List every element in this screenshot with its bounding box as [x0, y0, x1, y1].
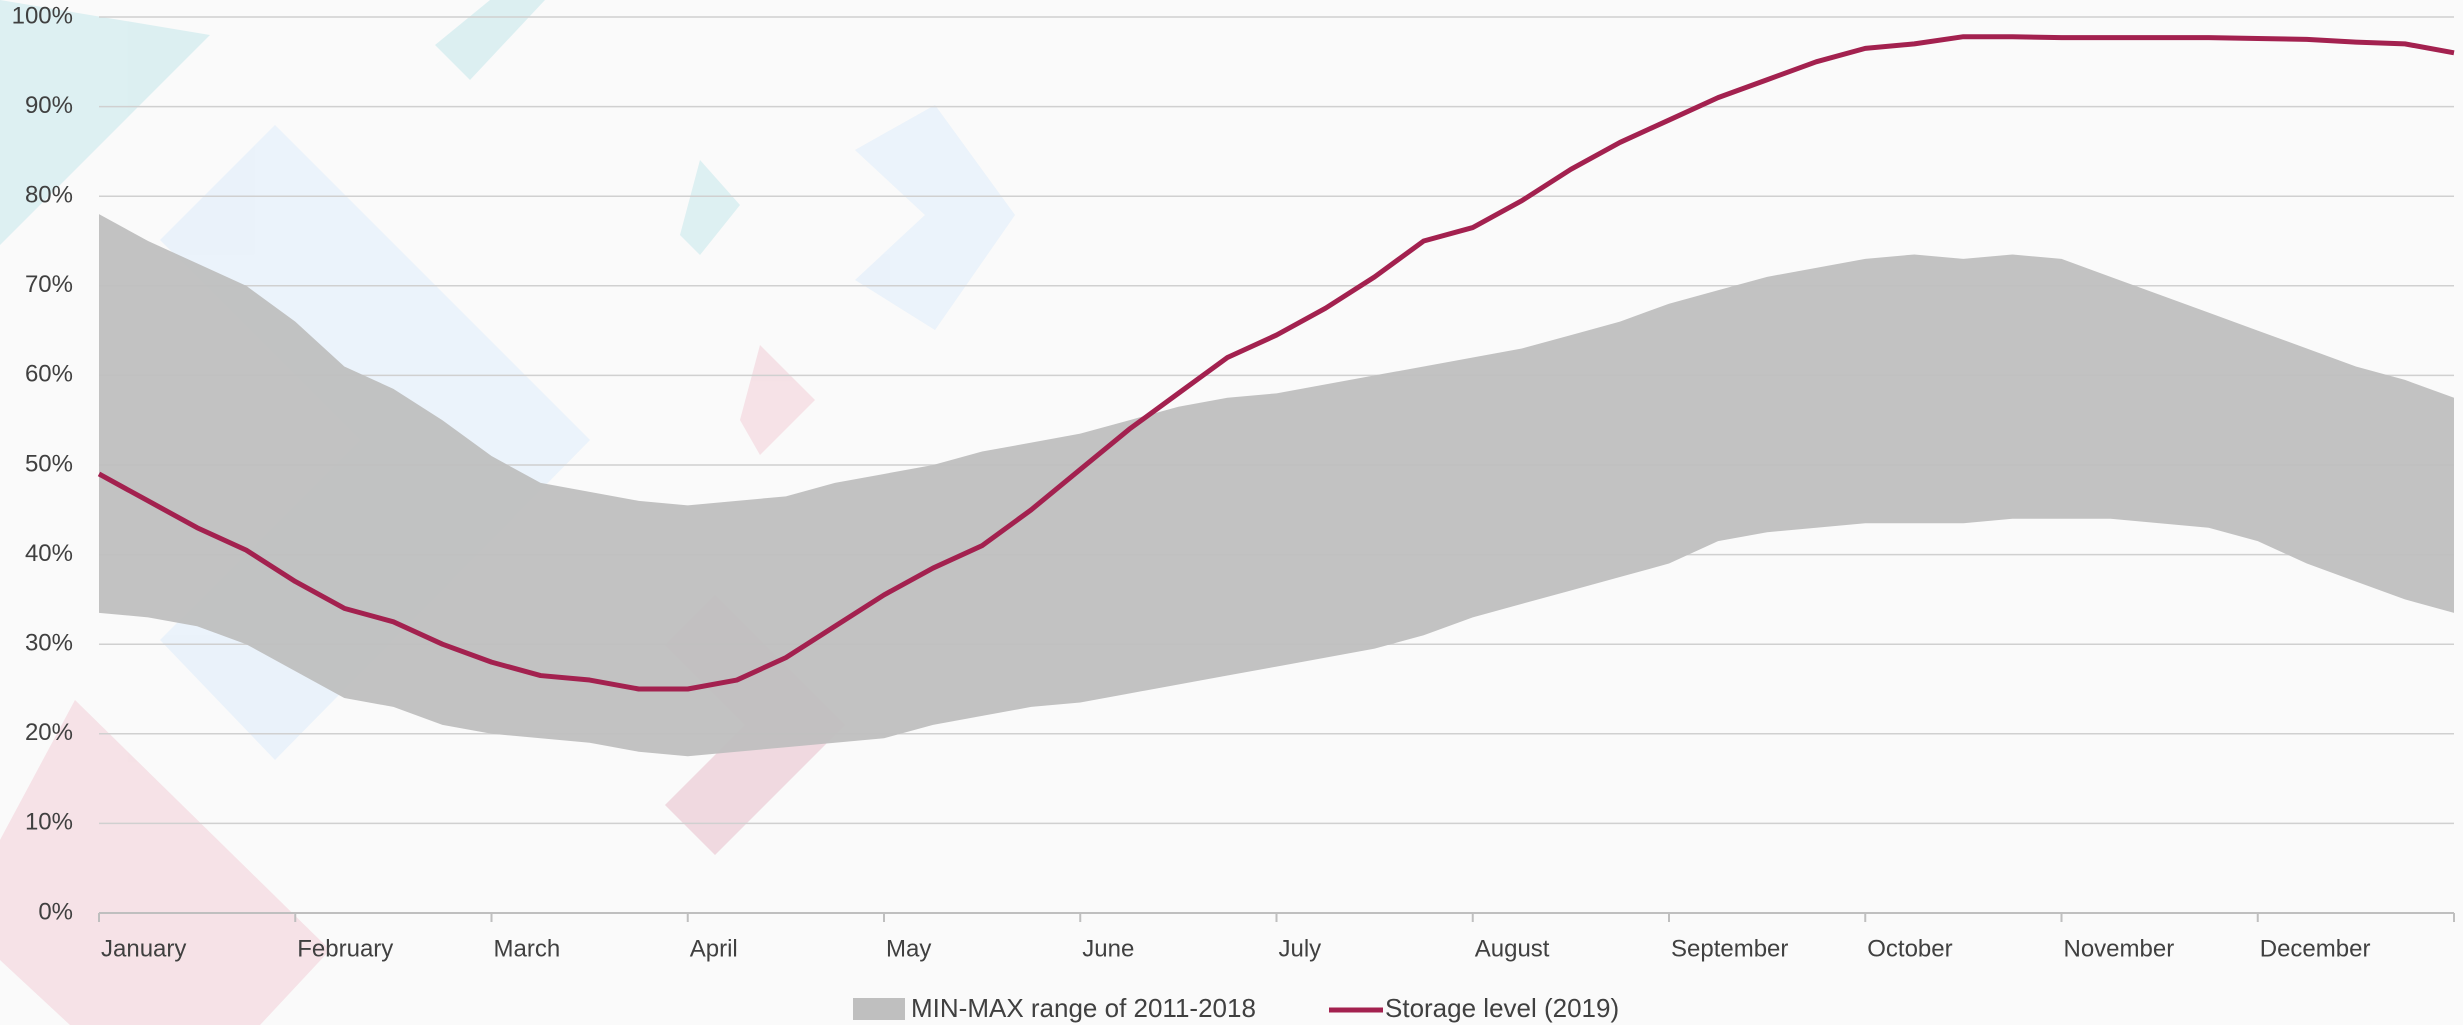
x-tick-label: March [494, 935, 561, 962]
legend: MIN-MAX range of 2011-2018 Storage level… [853, 993, 1619, 1023]
page: {"chart_data": { "type": "range-line", "… [0, 0, 2463, 1025]
y-tick-label: 90% [25, 92, 73, 119]
x-tick-label: December [2260, 935, 2371, 962]
x-tick-label: April [690, 935, 738, 962]
x-tick-label: May [886, 935, 931, 962]
y-tick-label: 100% [12, 2, 73, 29]
x-tick-label: August [1475, 935, 1550, 962]
legend-label: MIN-MAX range of 2011-2018 [911, 993, 1256, 1023]
x-tick-label: January [101, 935, 186, 962]
y-tick-label: 70% [25, 271, 73, 298]
y-tick-label: 0% [38, 898, 73, 925]
chart: 0% 10% 20% 30% 40% 50% 60% 70% 80% 90% 100% January… [0, 0, 2463, 1025]
y-tick-label: 40% [25, 540, 73, 567]
x-tick-label: November [2064, 935, 2175, 962]
legend-swatch-range [853, 998, 905, 1020]
y-tick-label: 20% [25, 719, 73, 746]
y-tick-label: 80% [25, 182, 73, 209]
x-tick-label: July [1279, 935, 1322, 962]
y-tick-label: 30% [25, 630, 73, 657]
y-tick-label: 60% [25, 361, 73, 388]
y-tick-label: 50% [25, 450, 73, 477]
decoration [740, 345, 815, 455]
legend-label: Storage level (2019) [1385, 993, 1619, 1023]
decoration [435, 0, 545, 80]
x-tick-label: October [1867, 935, 1952, 962]
x-tick-label: September [1671, 935, 1788, 962]
y-tick-label: 10% [25, 809, 73, 836]
decoration [680, 160, 740, 255]
x-tick-label: June [1082, 935, 1134, 962]
plot-area: 0% 10% 20% 30% 40% 50% 60% 70% 80% 90% 100% January… [12, 2, 2454, 962]
range-area [99, 214, 2454, 756]
decoration [855, 105, 1015, 330]
x-tick-label: February [297, 935, 393, 962]
